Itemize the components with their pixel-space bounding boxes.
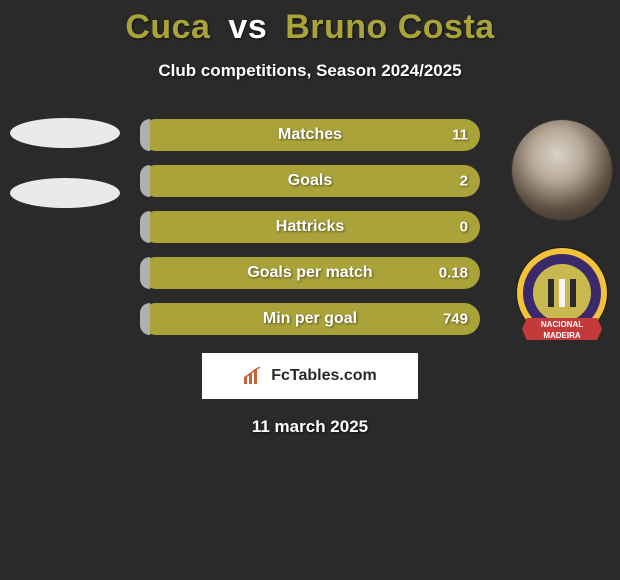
left-placeholders (10, 118, 120, 208)
brand-box: FcTables.com (202, 353, 418, 399)
stat-bar-left-fill (140, 165, 150, 197)
brand-label: FcTables.com (271, 367, 377, 385)
player2-name: Bruno Costa (285, 8, 495, 46)
player-avatar (512, 120, 612, 220)
stat-bar-right-value: 0 (460, 219, 468, 236)
stat-bar: Min per goal 749 (140, 303, 480, 335)
stat-bar-right-value: 0.18 (439, 265, 468, 282)
right-column: NACIONAL MADEIRA (512, 120, 612, 338)
stat-bar: Goals 2 (140, 165, 480, 197)
badge-inner (533, 264, 591, 322)
stat-bar-left-fill (140, 211, 150, 243)
barchart-icon (243, 367, 265, 385)
player1-name: Cuca (125, 8, 210, 46)
club-badge: NACIONAL MADEIRA (517, 248, 607, 338)
placeholder-ellipse (10, 118, 120, 148)
stat-bar: Goals per match 0.18 (140, 257, 480, 289)
stat-bar-right-value: 749 (443, 311, 468, 328)
stat-bar-label: Min per goal (263, 310, 357, 328)
stat-bar-right-value: 2 (460, 173, 468, 190)
badge-ribbon: NACIONAL MADEIRA (522, 318, 602, 340)
stat-bar-left-fill (140, 257, 150, 289)
stat-bar-label: Matches (278, 126, 342, 144)
stat-bar-label: Goals per match (247, 264, 372, 282)
stat-bar-left-fill (140, 119, 150, 151)
vs-label: vs (228, 8, 267, 46)
stat-bar-label: Hattricks (276, 218, 344, 236)
stat-bar: Hattricks 0 (140, 211, 480, 243)
stat-bar: Matches 11 (140, 119, 480, 151)
badge-stripes-icon (544, 275, 580, 311)
placeholder-ellipse (10, 178, 120, 208)
stat-bars: Matches 11 Goals 2 Hattricks 0 Goals per match… (140, 119, 480, 335)
subtitle: Club competitions, Season 2024/2025 (0, 61, 620, 81)
stat-bar-right-value: 11 (452, 127, 468, 144)
comparison-title: Cuca vs Bruno Costa (0, 0, 620, 47)
date-label: 11 march 2025 (0, 417, 620, 437)
stat-bar-left-fill (140, 303, 150, 335)
stat-bar-label: Goals (288, 172, 332, 190)
